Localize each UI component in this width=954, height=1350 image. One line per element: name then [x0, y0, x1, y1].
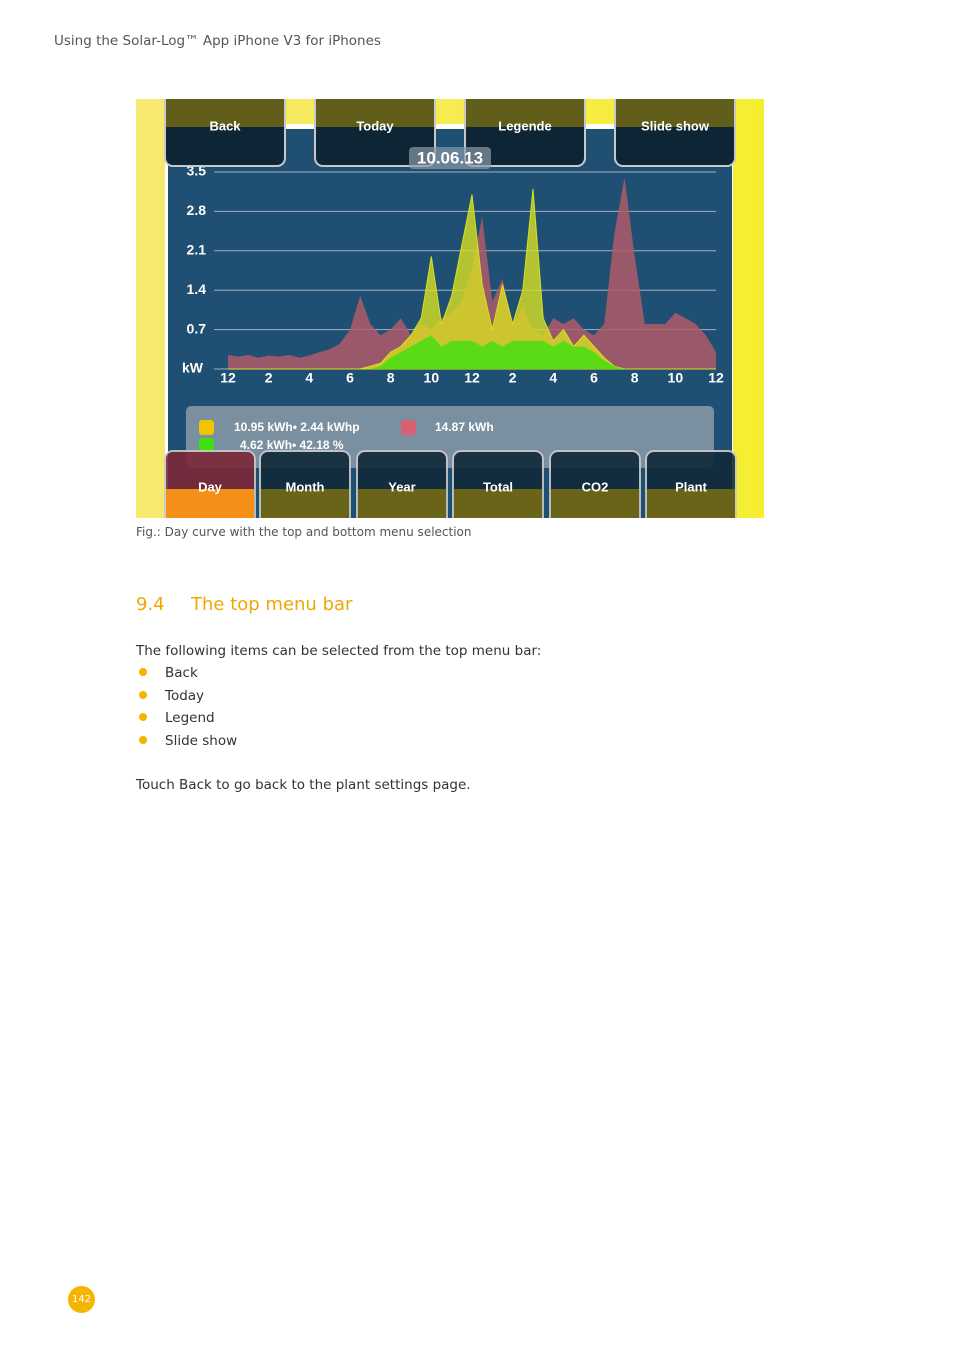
x-tick-label: 2: [509, 370, 517, 386]
button-bottom: [551, 489, 639, 518]
date: 10.06.13: [417, 148, 483, 167]
button-label: Total: [483, 479, 513, 494]
x-tick-label: 8: [387, 370, 395, 386]
button-top: [166, 99, 284, 127]
list-item: Today: [165, 688, 205, 704]
bullet: [139, 736, 147, 744]
y-tick-label: 0.7: [187, 320, 207, 336]
x-tick-label: 12: [464, 370, 480, 386]
button-label: Plant: [675, 479, 707, 494]
button-label: Year: [388, 479, 415, 494]
button-bottom: [454, 489, 542, 518]
x-tick-label: 8: [631, 370, 639, 386]
button-bottom: [358, 489, 446, 518]
menu-button[interactable]: Today: [314, 99, 436, 167]
legend-swatch: [199, 420, 214, 435]
menu-button[interactable]: Slide show: [614, 99, 736, 167]
area: [228, 335, 716, 369]
section-title: The top menu bar: [191, 594, 353, 615]
button-bottom: [647, 489, 735, 518]
bullet: [139, 691, 147, 699]
menu-button[interactable]: Legende: [464, 99, 586, 167]
menu-button[interactable]: Year: [356, 450, 448, 518]
x-tick-label: 12: [708, 370, 724, 386]
x-tick-label: 6: [346, 370, 354, 386]
list-item: Slide show: [165, 733, 238, 749]
bullet: [139, 668, 147, 676]
menu-button[interactable]: Total: [452, 450, 544, 518]
area: [228, 188, 716, 370]
x-tick-label: 4: [305, 370, 313, 386]
header: Using the Solar-Log™ App iPhone V3 for i…: [54, 33, 381, 49]
y-tick-label: 2.1: [187, 242, 207, 258]
page-number: 142: [68, 1286, 95, 1313]
button-label: Back: [209, 118, 241, 133]
section-number: 9.4: [136, 594, 165, 615]
list-item: Legend: [165, 710, 215, 726]
x-tick-label: 12: [220, 370, 236, 386]
y-axis-label: kW: [182, 360, 204, 376]
legend-text: 14.87 kWh: [435, 420, 494, 434]
list-item: Back: [165, 665, 198, 681]
x-tick-label: 6: [590, 370, 598, 386]
y-tick-label: 1.4: [187, 281, 207, 297]
y-tick-label: 2.8: [187, 202, 207, 218]
button-top: [466, 99, 584, 127]
caption: Fig.: Day curve with the top and bottom …: [136, 525, 472, 539]
x-tick-label: 10: [668, 370, 684, 386]
menu-button[interactable]: Day: [164, 450, 256, 518]
button-label: Day: [198, 479, 223, 494]
x-tick-label: 10: [424, 370, 440, 386]
button-bottom: [261, 489, 349, 518]
menu-button[interactable]: Plant: [645, 450, 737, 518]
button-top: [616, 99, 734, 127]
bullet: [139, 713, 147, 721]
legend-swatch: [401, 420, 416, 435]
legend-text: 4.62 kWh• 42.18 %: [240, 438, 344, 452]
button-label: Slide show: [641, 118, 710, 133]
button-label: Month: [286, 479, 325, 494]
menu-button[interactable]: Month: [259, 450, 351, 518]
button-label: Today: [356, 118, 394, 133]
closing: Touch Back to go back to the plant setti…: [136, 777, 471, 793]
button-bottom: [166, 489, 254, 518]
date-box: [409, 147, 491, 169]
x-tick-label: 2: [265, 370, 273, 386]
button-top: [316, 99, 434, 127]
legend-swatch: [199, 438, 214, 453]
menu-button[interactable]: Back: [164, 99, 286, 167]
menu-button[interactable]: CO2: [549, 450, 641, 518]
intro: The following items can be selected from…: [136, 643, 542, 659]
button-label: CO2: [582, 479, 609, 494]
x-tick-label: 4: [549, 370, 557, 386]
legend-text: 10.95 kWh• 2.44 kWhp: [234, 420, 360, 434]
button-label: Legende: [498, 118, 551, 133]
